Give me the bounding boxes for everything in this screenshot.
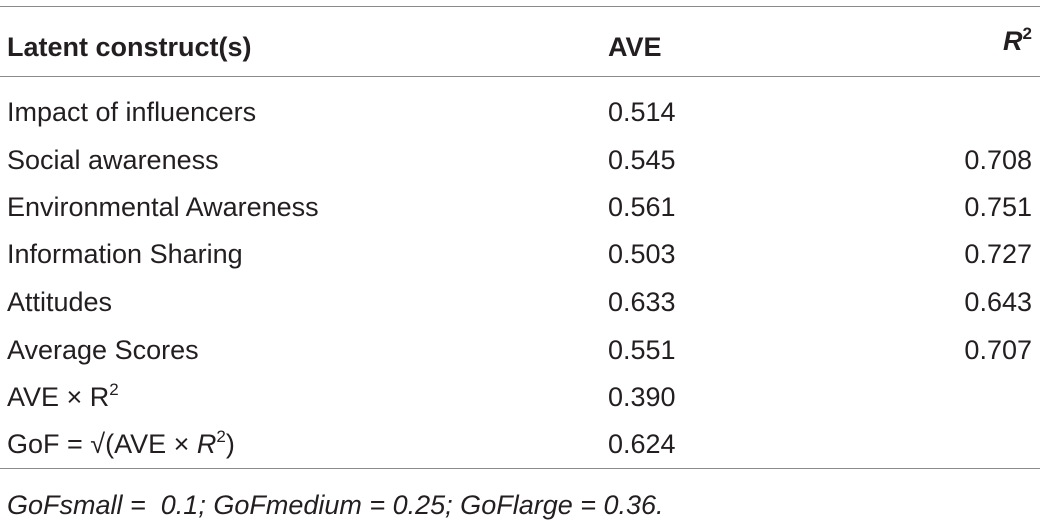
row-r2-value: 0.751: [964, 192, 1032, 222]
row-construct-name: Attitudes: [7, 287, 113, 317]
table-header-rule: [0, 76, 1040, 77]
row-r2-value: 0.643: [964, 287, 1032, 317]
row-construct-name: Social awareness: [7, 145, 219, 175]
row-construct-name: Information Sharing: [7, 239, 243, 269]
row-construct-name: Environmental Awareness: [7, 192, 319, 222]
header-r-squared: R2: [1003, 24, 1032, 56]
header-latent-construct: Latent construct(s): [7, 32, 252, 62]
table-row: Environmental Awareness 0.561 0.751: [0, 192, 1040, 239]
table-row: Attitudes 0.633 0.643: [0, 287, 1040, 334]
row-ave-value: 0.514: [608, 97, 676, 127]
row-r2-value: 0.727: [964, 239, 1032, 269]
row-ave-value: 0.551: [608, 335, 676, 365]
product-row-value: 0.390: [608, 382, 676, 412]
row-construct-name: Impact of influencers: [7, 97, 257, 127]
row-construct-name: Average Scores: [7, 335, 199, 365]
table-row-product: AVE × R2 0.390: [0, 380, 1040, 429]
table-row: Social awareness 0.545 0.708: [0, 145, 1040, 192]
header-ave: AVE: [608, 32, 662, 62]
table-footnote: GoFsmall = 0.1; GoFmedium = 0.25; GoFlar…: [7, 490, 664, 520]
row-r2-value: 0.708: [964, 145, 1032, 175]
gof-row-label: GoF = √(AVE × R2): [7, 427, 235, 459]
table-row: Information Sharing 0.503 0.727: [0, 239, 1040, 286]
row-ave-value: 0.561: [608, 192, 676, 222]
gof-row-value: 0.624: [608, 429, 676, 459]
table-bottom-rule: [0, 468, 1040, 469]
product-row-label: AVE × R2: [7, 380, 119, 412]
row-ave-value: 0.545: [608, 145, 676, 175]
table-row: Impact of influencers 0.514: [0, 97, 1040, 144]
row-r2-value: 0.707: [964, 335, 1032, 365]
square-root-icon: √: [90, 429, 106, 459]
table-top-rule: [0, 6, 1040, 7]
row-ave-value: 0.633: [608, 287, 676, 317]
row-ave-value: 0.503: [608, 239, 676, 269]
table-row-gof: GoF = √(AVE × R2) 0.624: [0, 427, 1040, 476]
table-header-row: Latent construct(s) AVE R2: [0, 6, 1040, 76]
table-row: Average Scores 0.551 0.707: [0, 335, 1040, 382]
